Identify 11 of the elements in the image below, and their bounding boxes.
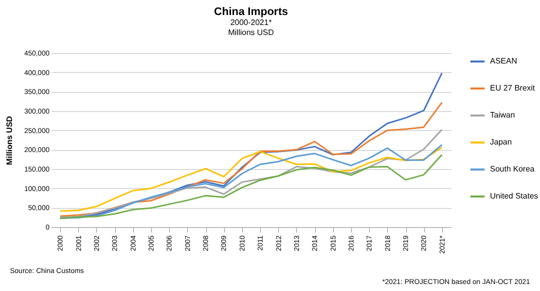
legend-label: Japan [490,138,512,146]
legend-label: ASEAN [490,56,518,66]
legend-label: United States [490,192,538,200]
legend-label: South Korea [490,164,536,174]
legend-label: Taiwan [490,110,515,120]
y-axis-title: Millions USD [5,116,14,165]
chart-subtitle: 2000-2021* Millions USD [228,18,274,37]
line-series [59,128,443,218]
line-series [59,102,443,217]
chart-title: China Imports [214,6,288,18]
legend-label: EU 27 Brexit [490,84,536,92]
